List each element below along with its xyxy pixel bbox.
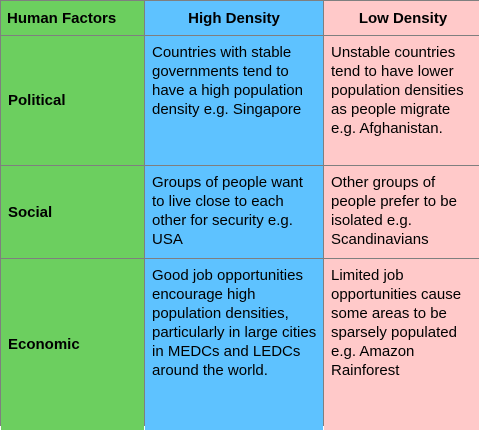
header-low-density: Low Density bbox=[324, 1, 479, 35]
political-low-density: Unstable countries tend to have lower po… bbox=[324, 36, 479, 165]
row-label-economic: Economic bbox=[1, 259, 144, 430]
economic-low-density: Limited job opportunities cause some are… bbox=[324, 259, 479, 430]
social-low-density: Other groups of people prefer to be isol… bbox=[324, 166, 479, 258]
political-high-density: Countries with stable governments tend t… bbox=[145, 36, 323, 165]
economic-high-density: Good job opportunities encourage high po… bbox=[145, 259, 323, 430]
row-label-political: Political bbox=[1, 36, 144, 165]
header-human-factors: Human Factors bbox=[1, 1, 144, 35]
social-high-density: Groups of people want to live close to e… bbox=[145, 166, 323, 258]
row-label-social: Social bbox=[1, 166, 144, 258]
header-high-density: High Density bbox=[145, 1, 323, 35]
